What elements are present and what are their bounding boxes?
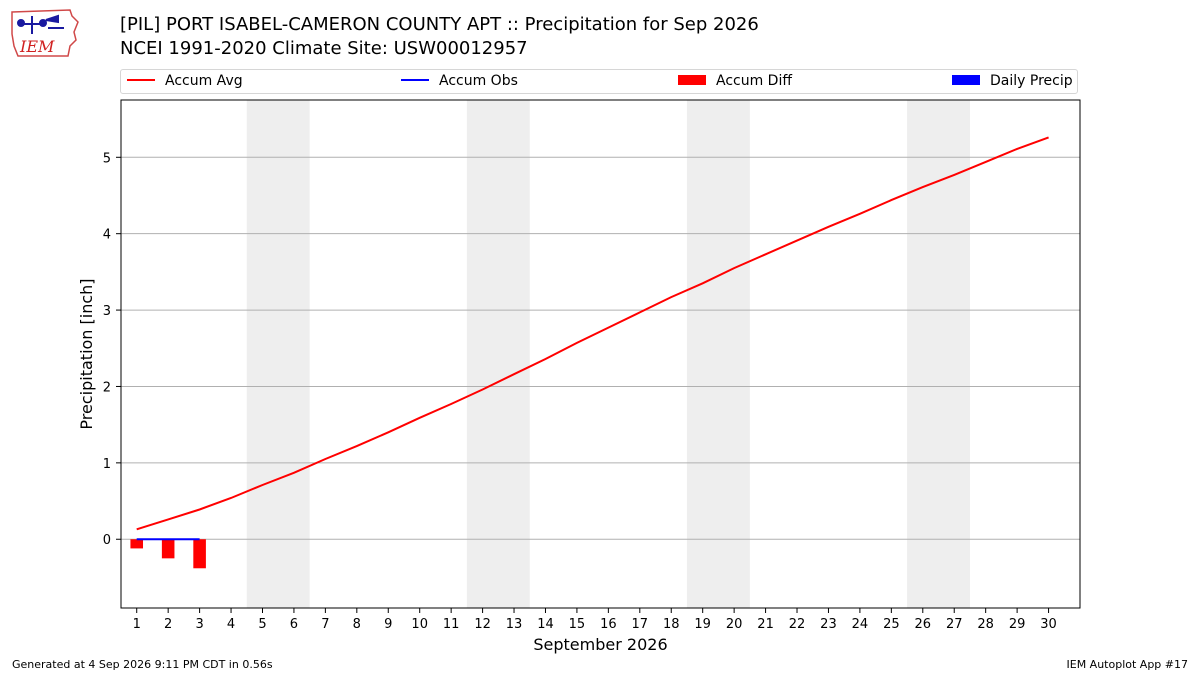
- x-tick-label: 11: [443, 617, 460, 632]
- legend-label: Accum Diff: [716, 73, 793, 89]
- weekend-band: [907, 100, 970, 608]
- x-tick-label: 24: [852, 617, 869, 632]
- legend-item-daily-precip: Daily Precip: [952, 73, 1073, 90]
- x-tick-label: 13: [506, 617, 523, 632]
- weather-station-icon: [17, 14, 64, 34]
- bar-series: [130, 539, 206, 569]
- x-tick-label: 1: [133, 617, 141, 632]
- x-axis-label: September 2026: [533, 635, 667, 654]
- x-tick-label: 20: [726, 617, 743, 632]
- y-axis-label: Precipitation [inch]: [77, 278, 96, 429]
- y-tick-label: 0: [103, 533, 111, 548]
- x-tick-label: 5: [258, 617, 266, 632]
- line-accum-avg: [136, 136, 1049, 531]
- line-series: [136, 136, 1049, 541]
- legend-swatch-accum-avg: [127, 79, 155, 81]
- x-tick-label: 4: [227, 617, 235, 632]
- x-tick-label: 7: [321, 617, 329, 632]
- weekend-band: [466, 100, 530, 608]
- legend-label: Accum Avg: [165, 73, 243, 89]
- x-tick-label: 16: [600, 617, 617, 632]
- x-axis-ticks: 1 2 3 4 5 6 7 8 9 10 11 12 13 14 15 16 17 18 19 20 21 22 23 24 2…: [133, 608, 1057, 632]
- bar-accum-diff: [193, 539, 206, 569]
- x-tick-label: 2: [164, 617, 172, 632]
- legend-label: Accum Obs: [439, 73, 518, 89]
- iem-logo: IEM: [11, 9, 79, 57]
- x-tick-label: 26: [915, 617, 932, 632]
- x-tick-label: 12: [474, 617, 491, 632]
- legend-label: Daily Precip: [990, 73, 1073, 89]
- logo-text: IEM: [19, 37, 55, 56]
- y-tick-label: 5: [103, 151, 111, 166]
- chart-legend: Accum Avg Accum Obs Accum Diff Daily Pre…: [120, 69, 1078, 94]
- chart-title: [PIL] PORT ISABEL-CAMERON COUNTY APT :: …: [120, 13, 759, 61]
- x-tick-label: 8: [353, 617, 361, 632]
- x-tick-label: 17: [632, 617, 649, 632]
- y-tick-label: 2: [103, 380, 111, 395]
- x-tick-label: 22: [789, 617, 806, 632]
- x-tick-label: 6: [290, 617, 298, 632]
- x-tick-label: 9: [384, 617, 392, 632]
- footer-app: IEM Autoplot App #17: [1066, 658, 1189, 671]
- y-tick-label: 4: [103, 228, 111, 243]
- bar-accum-diff: [161, 539, 175, 559]
- x-tick-label: 10: [411, 617, 428, 632]
- x-tick-label: 18: [663, 617, 680, 632]
- weekend-band: [246, 100, 310, 608]
- plot-frame: [120, 99, 1081, 609]
- legend-swatch-accum-diff: [678, 75, 706, 85]
- y-tick-label: 1: [103, 457, 111, 472]
- x-tick-label: 29: [1009, 617, 1026, 632]
- x-tick-label: 19: [694, 617, 711, 632]
- bar-accum-diff: [130, 539, 144, 549]
- y-axis-ticks: 0 1 2 3 4 5: [103, 151, 121, 548]
- legend-item-accum-obs: Accum Obs: [401, 73, 518, 90]
- legend-swatch-daily-precip: [952, 75, 980, 85]
- footer-generated: Generated at 4 Sep 2026 9:11 PM CDT in 0…: [12, 658, 273, 671]
- x-tick-label: 27: [946, 617, 963, 632]
- y-tick-label: 3: [103, 304, 111, 319]
- x-tick-label: 14: [537, 617, 554, 632]
- legend-item-accum-diff: Accum Diff: [678, 73, 792, 90]
- x-tick-label: 23: [820, 617, 837, 632]
- x-tick-label: 3: [195, 617, 203, 632]
- chart-title-line1: [PIL] PORT ISABEL-CAMERON COUNTY APT :: …: [120, 14, 759, 35]
- x-tick-label: 30: [1040, 617, 1057, 632]
- x-tick-label: 15: [569, 617, 586, 632]
- chart-title-line2: NCEI 1991-2020 Climate Site: USW00012957: [120, 38, 528, 59]
- x-tick-label: 25: [883, 617, 900, 632]
- legend-swatch-accum-obs: [401, 79, 429, 81]
- iowa-state-outline: [11, 9, 79, 57]
- legend-item-accum-avg: Accum Avg: [127, 73, 243, 90]
- y-gridlines: [121, 156, 1080, 540]
- weekend-band: [686, 100, 750, 608]
- x-tick-label: 28: [977, 617, 994, 632]
- weekend-bands: [246, 100, 970, 608]
- x-tick-label: 21: [757, 617, 774, 632]
